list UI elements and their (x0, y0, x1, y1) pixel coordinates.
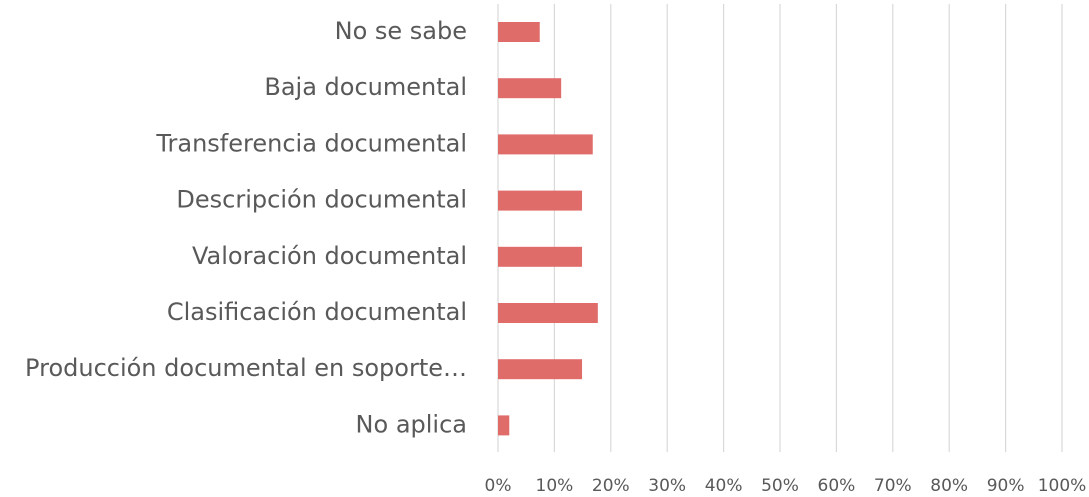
bar (498, 303, 598, 323)
x-tick-label: 10% (536, 476, 574, 496)
x-tick-label: 50% (761, 476, 799, 496)
y-tick-label: Clasificación documental (167, 298, 467, 326)
y-tick-label: Producción documental en soporte… (25, 354, 467, 382)
bar (498, 246, 583, 267)
x-tick-label: 20% (592, 476, 630, 496)
y-tick-label: Valoración documental (192, 242, 467, 270)
y-tick-label: Baja documental (264, 73, 467, 101)
x-tick-label: 60% (818, 476, 856, 496)
y-tick-label: No aplica (356, 410, 467, 438)
x-tick-label: 70% (874, 476, 912, 496)
x-tick-label: 80% (930, 476, 968, 496)
bar (498, 22, 540, 42)
y-tick-label: Descripción documental (176, 186, 467, 214)
bar (498, 190, 583, 211)
x-tick-label: 0% (485, 476, 512, 496)
y-tick-label: Transferencia documental (155, 129, 467, 157)
x-tick-label: 90% (987, 476, 1025, 496)
x-tick-label: 100% (1038, 476, 1087, 496)
bar (498, 359, 583, 380)
x-tick-label: 30% (648, 476, 686, 496)
y-tick-label: No se sabe (335, 17, 467, 45)
bar (498, 415, 510, 436)
bar (498, 78, 562, 99)
bar (498, 134, 593, 155)
x-tick-label: 40% (705, 476, 743, 496)
